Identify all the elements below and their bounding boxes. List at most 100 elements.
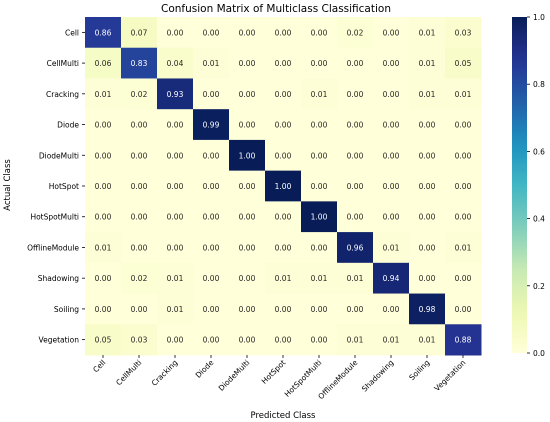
- heatmap-cell: [229, 47, 266, 79]
- cell-value-label: 0.00: [383, 59, 400, 68]
- cell-value-label: 0.00: [383, 121, 400, 130]
- heatmap-cell: [445, 232, 482, 264]
- heatmap-cell: [121, 17, 158, 49]
- heatmap-cell: [229, 109, 266, 141]
- heatmap-cell: [337, 47, 374, 79]
- heatmap-cell: [121, 293, 158, 325]
- heatmap-cell: [301, 293, 338, 325]
- heatmap-cell: [373, 17, 410, 49]
- cell-value-label: 0.01: [455, 243, 472, 252]
- column-tick-label: Soiling: [407, 358, 431, 382]
- heatmap-cell: [409, 109, 446, 141]
- heatmap-cell: [229, 78, 266, 110]
- heatmap-cell: [301, 109, 338, 141]
- cell-value-label: 0.00: [347, 151, 364, 160]
- heatmap-cell: [409, 47, 446, 79]
- cell-value-label: 0.00: [419, 121, 436, 130]
- heatmap-cell: [193, 262, 230, 295]
- cell-value-label: 0.01: [203, 59, 220, 68]
- heatmap-cell: [301, 324, 338, 356]
- heatmap-cell: [193, 47, 230, 79]
- cell-value-label: 0.01: [167, 305, 184, 314]
- heatmap-cell: [265, 324, 302, 356]
- cell-value-label: 0.00: [419, 182, 436, 191]
- cell-value-label: 1.00: [311, 213, 328, 222]
- heatmap-cell: [373, 262, 410, 295]
- cell-value-label: 0.00: [239, 274, 256, 283]
- heatmap-cell: [337, 293, 374, 325]
- cell-value-label: 0.00: [383, 305, 400, 314]
- heatmap-cell: [265, 201, 302, 233]
- row-tick-label: OfflineModule: [27, 243, 79, 252]
- heatmap-cell: [121, 170, 158, 202]
- cell-value-label: 0.00: [131, 151, 148, 160]
- row-tick-label: HotSpotMulti: [30, 213, 79, 222]
- cell-value-label: 0.00: [275, 151, 292, 160]
- heatmap-cell: [229, 170, 266, 202]
- row-tick-label: Cell: [65, 28, 79, 37]
- heatmap-cell: [85, 109, 122, 141]
- heatmap-cell: [229, 262, 266, 295]
- heatmap-cell: [193, 293, 230, 325]
- column-tick-label: Cracking: [150, 358, 180, 388]
- cell-value-label: 0.83: [131, 59, 148, 68]
- cell-value-label: 0.00: [95, 213, 112, 222]
- heatmap-cell: [445, 17, 482, 49]
- heatmap-cell: [121, 47, 158, 79]
- cell-value-label: 0.01: [95, 90, 112, 99]
- column-tick-label: HotSpot: [260, 358, 288, 386]
- cell-value-label: 0.00: [311, 243, 328, 252]
- heatmap-cell: [373, 324, 410, 356]
- y-axis-label: Actual Class: [3, 159, 13, 211]
- cell-value-label: 0.00: [203, 213, 220, 222]
- heatmap-cell: [265, 17, 302, 49]
- heatmap-cell: [121, 78, 158, 110]
- heatmap-cell: [229, 324, 266, 356]
- column-tick-labels: Cell CellMulti Cracking Diode DiodeMulti HotS…: [91, 355, 468, 401]
- heatmap-cell: [121, 139, 158, 172]
- heatmap-cell: [265, 232, 302, 264]
- heatmap-cell: [193, 78, 230, 110]
- cell-value-label: 0.01: [455, 90, 472, 99]
- heatmap-cell: [85, 47, 122, 79]
- cell-value-label: 0.00: [239, 28, 256, 37]
- heatmap-cell: [85, 232, 122, 264]
- heatmap-cell: [157, 324, 194, 356]
- heatmap-cell: [121, 201, 158, 233]
- cell-value-label: 0.00: [167, 182, 184, 191]
- cell-value-label: 0.00: [455, 182, 472, 191]
- heatmap-cell: [409, 262, 446, 295]
- heatmap-cell: [157, 262, 194, 295]
- cell-value-label: 0.00: [203, 182, 220, 191]
- heatmap-cell: [157, 47, 194, 79]
- heatmap-cell: [301, 170, 338, 202]
- cell-value-label: 0.00: [455, 213, 472, 222]
- heatmap-cell: [157, 170, 194, 202]
- heatmap-cell: [85, 324, 122, 356]
- cell-value-label: 0.00: [275, 28, 292, 37]
- cell-value-label: 0.01: [95, 243, 112, 252]
- cell-value-label: 0.00: [311, 182, 328, 191]
- cell-value-label: 0.01: [383, 243, 400, 252]
- heatmap-cell: [445, 293, 482, 325]
- cell-value-label: 0.00: [311, 59, 328, 68]
- cell-value-label: 0.00: [275, 90, 292, 99]
- heatmap-cell: [373, 170, 410, 202]
- heatmap-cell: [157, 201, 194, 233]
- heatmap-cell: [337, 232, 374, 264]
- cell-value-label: 0.00: [419, 151, 436, 160]
- heatmap-cell: [85, 139, 122, 172]
- cell-value-label: 0.99: [203, 121, 220, 130]
- column-tick-label: Vegetation: [432, 358, 467, 393]
- cell-value-label: 0.07: [131, 28, 148, 37]
- cell-value-label: 0.00: [275, 59, 292, 68]
- cell-value-label: 0.00: [95, 151, 112, 160]
- cell-value-label: 0.00: [239, 182, 256, 191]
- cell-value-label: 0.00: [203, 90, 220, 99]
- heatmap-cell: [85, 170, 122, 202]
- heatmap-cell: [229, 293, 266, 325]
- heatmap-cell: [373, 201, 410, 233]
- heatmap-cell: [337, 78, 374, 110]
- cell-value-label: 0.02: [347, 28, 364, 37]
